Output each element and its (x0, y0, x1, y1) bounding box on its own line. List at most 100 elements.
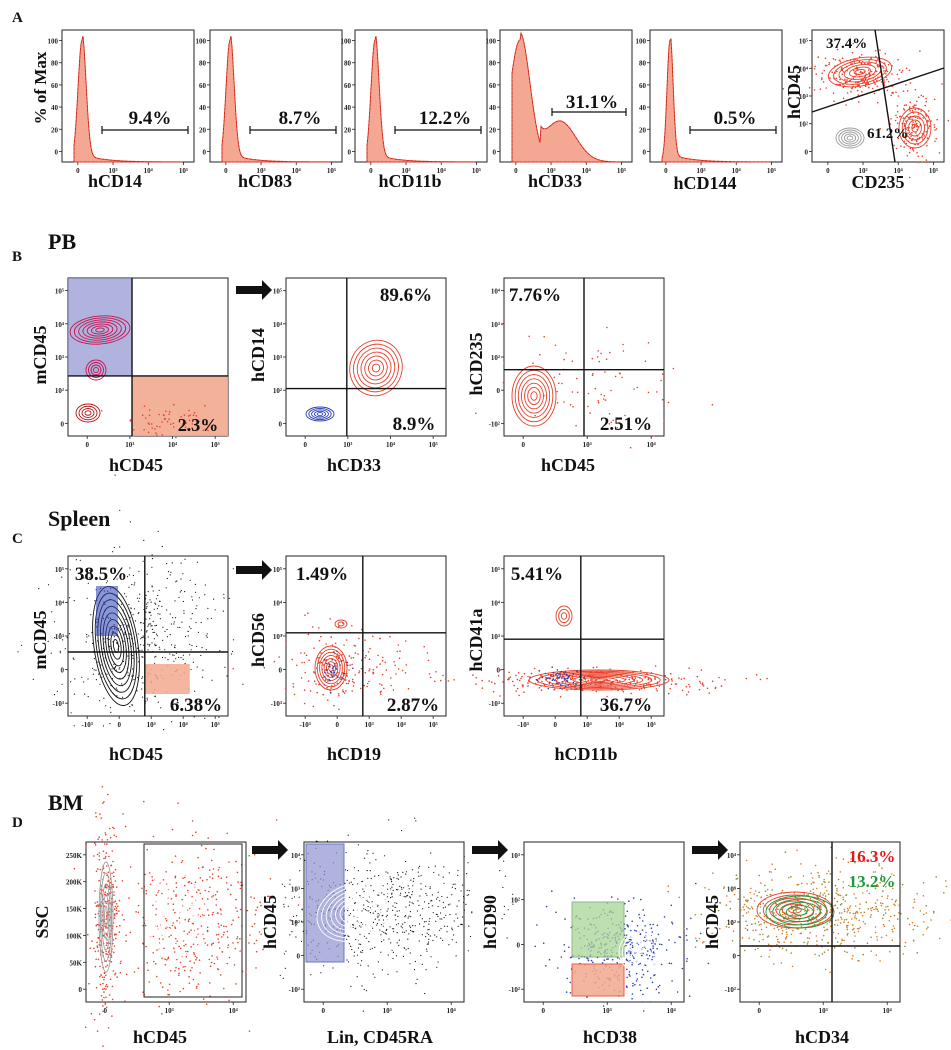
bm-events-event (219, 908, 222, 910)
cd34-events-event (770, 871, 772, 873)
bm-events-event (226, 930, 229, 933)
histogram-x-tick-label: 10⁵ (327, 167, 336, 175)
panel-b3-ylabel: hCD235 (466, 332, 486, 395)
cd45-population-event (857, 101, 860, 103)
spleen-events-event (73, 725, 75, 727)
cd45-events-event (352, 924, 354, 926)
panel-c2-ylabel: hCD56 (248, 613, 268, 667)
cd34-events-event (809, 931, 811, 934)
spleen-events-event (108, 638, 110, 641)
cd38-events-event (641, 1001, 644, 1003)
cd235-population-event (895, 147, 898, 150)
cd34-events-event (839, 894, 842, 897)
spleen-events-event (47, 640, 49, 643)
bm-events-event (220, 913, 222, 915)
bm-events-event (111, 998, 114, 1001)
blue-events-event (333, 665, 335, 668)
negative-contour (75, 403, 101, 423)
cd34-events-event (771, 879, 773, 881)
dot-plot-y-tick-label: 0 (497, 387, 501, 395)
spleen-events-event (115, 669, 117, 671)
cd34-events-event (837, 919, 839, 921)
cd38-events-event (658, 992, 660, 994)
spleen-events-event (140, 629, 142, 631)
cd34-contour (765, 895, 835, 929)
spleen-events-event (105, 705, 107, 707)
cd45-contour (833, 59, 887, 85)
cd45-events-event (279, 974, 281, 976)
cd45-events-event (403, 887, 405, 889)
cd45-events-event (448, 872, 450, 874)
gating-arrow (236, 280, 272, 300)
cd38-events-event (640, 898, 642, 901)
cd235-population-event (901, 69, 904, 72)
cd34-events-event (818, 955, 820, 957)
spleen-events-event (578, 678, 581, 681)
bm-events-event (179, 990, 181, 993)
dot-plot-y-tick-label: 100K (66, 932, 83, 940)
scattered-events-event (576, 377, 578, 380)
bm-events-event (174, 969, 176, 972)
cd45-events-event (422, 908, 424, 910)
spleen-events-event (334, 642, 337, 645)
cd38-events-event (602, 1005, 605, 1007)
cd34-events-event (807, 909, 810, 911)
cd34-events-event (856, 886, 859, 889)
spleen-events-event (87, 678, 89, 680)
cd38-events-event (566, 977, 568, 980)
cd45-events-event (405, 930, 407, 932)
cd45-events-event (376, 924, 378, 926)
bm-events-event (105, 944, 108, 946)
cd34-events-event (893, 914, 896, 917)
cd45-events-event (457, 925, 459, 927)
bm-events-event (112, 871, 115, 874)
bm-events-event (115, 907, 118, 909)
cd45-population-event (832, 92, 835, 94)
bm-events-event (113, 875, 115, 878)
bm-events-event (201, 879, 204, 882)
cd45-events-event (428, 903, 430, 905)
cd34-events-event (806, 883, 808, 885)
cd34-events-event (793, 892, 796, 894)
scattered-events-event (667, 401, 670, 404)
blue-events-event (331, 675, 334, 677)
spleen-events-event (379, 637, 381, 640)
cd38-events-event (627, 941, 629, 943)
bm-events-event (145, 945, 147, 948)
scattered-events-event (558, 382, 560, 385)
cd45-events-event (410, 916, 412, 918)
dot-plot-y-tick-label: 10³ (273, 633, 282, 641)
cd45-population-event (868, 86, 870, 89)
spleen-events-event (300, 677, 303, 679)
spleen-events-event (150, 614, 152, 616)
cd45-events-event (240, 884, 242, 887)
cd34-events-event (816, 895, 819, 898)
histogram-x-tick-label: 10³ (696, 167, 705, 175)
human-events-event (204, 428, 207, 431)
cd45-events-event (391, 949, 393, 951)
scattered-events-event (575, 424, 577, 427)
cd45-events-event (426, 894, 428, 896)
spleen-events-event (224, 666, 226, 669)
spleen-events-event (136, 690, 138, 692)
spleen-events-event (354, 652, 357, 654)
cd45-events-event (360, 964, 362, 966)
cd34-events-event (792, 929, 794, 932)
scattered-events-event (571, 391, 574, 393)
histogram-x-tick-label: 10⁵ (472, 167, 481, 175)
dot-plot-y-tick-label: 10³ (511, 852, 520, 860)
bm-events-event (218, 941, 220, 944)
spleen-events-event (372, 672, 375, 674)
cd34-events-event (752, 929, 754, 932)
cd34-events-event (765, 926, 768, 929)
histogram-y-tick-label: 40 (489, 104, 497, 112)
cd34-events-event (725, 904, 728, 906)
spleen-events-event (639, 697, 642, 700)
bm-events-event (101, 976, 104, 979)
spleen-events-event (141, 656, 143, 658)
cd45-population-event (828, 63, 830, 66)
bm-events-event (255, 950, 258, 953)
cd45-events-event (428, 933, 430, 936)
spleen-events-event (171, 721, 173, 723)
cd38-events-event (548, 958, 551, 961)
